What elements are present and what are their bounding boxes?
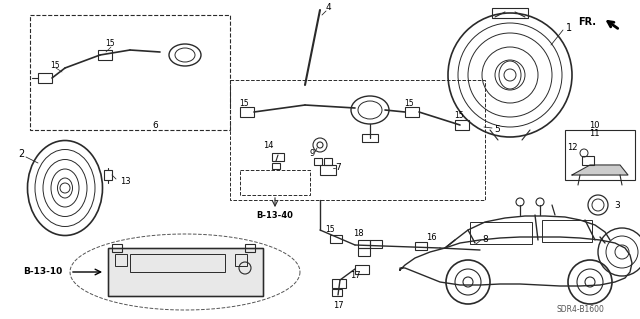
Text: 2: 2 — [18, 149, 24, 159]
Bar — [370, 240, 382, 248]
Bar — [245, 244, 255, 252]
Polygon shape — [572, 165, 628, 175]
Bar — [38, 73, 52, 83]
Text: 15: 15 — [105, 40, 115, 48]
Text: 1: 1 — [566, 23, 572, 33]
Bar — [108, 248, 263, 296]
Text: 16: 16 — [426, 234, 436, 242]
Text: 10: 10 — [589, 121, 599, 130]
Text: 14: 14 — [263, 140, 273, 150]
Bar — [455, 120, 469, 130]
Text: 11: 11 — [589, 129, 599, 137]
Bar — [230, 80, 485, 200]
Bar — [112, 244, 122, 252]
Text: 17: 17 — [333, 300, 343, 309]
Bar — [30, 15, 230, 130]
Text: 3: 3 — [614, 201, 620, 210]
Bar — [470, 222, 532, 244]
Text: FR.: FR. — [578, 17, 596, 27]
Text: 5: 5 — [494, 125, 500, 135]
Bar — [98, 50, 112, 60]
Bar — [358, 240, 370, 248]
Text: 8: 8 — [482, 235, 488, 244]
Text: 18: 18 — [353, 229, 364, 239]
Text: 4: 4 — [325, 4, 331, 12]
Text: 15: 15 — [454, 112, 463, 121]
Bar — [582, 156, 594, 165]
Text: 9: 9 — [309, 149, 315, 158]
Text: 15: 15 — [50, 61, 60, 70]
Bar — [272, 153, 284, 161]
Bar — [108, 248, 263, 296]
Bar — [415, 242, 427, 250]
Text: 17: 17 — [349, 271, 360, 279]
Text: 12: 12 — [567, 144, 577, 152]
Text: 13: 13 — [120, 177, 131, 187]
Text: B-13-40: B-13-40 — [257, 211, 293, 219]
Bar — [320, 165, 336, 175]
Bar — [130, 254, 225, 272]
Text: B-13-10: B-13-10 — [23, 268, 62, 277]
Text: 15: 15 — [239, 99, 248, 108]
Bar — [115, 254, 127, 266]
Text: 6: 6 — [152, 121, 158, 130]
Bar — [332, 289, 342, 296]
Bar — [362, 134, 378, 142]
Bar — [240, 107, 254, 117]
Text: SDR4-B1600: SDR4-B1600 — [556, 306, 604, 315]
Bar — [492, 8, 528, 18]
Bar — [330, 235, 342, 243]
Bar — [405, 107, 419, 117]
Bar — [332, 279, 346, 288]
Bar — [104, 170, 112, 180]
Bar — [240, 170, 310, 195]
Bar — [355, 265, 369, 274]
Bar — [542, 220, 592, 242]
Bar — [324, 158, 332, 165]
Bar — [565, 130, 635, 180]
Bar — [358, 248, 370, 256]
Bar — [314, 158, 322, 165]
Text: 15: 15 — [325, 225, 335, 234]
Text: 15: 15 — [404, 99, 413, 108]
Bar — [272, 163, 280, 169]
Bar — [235, 254, 247, 266]
Text: 7: 7 — [335, 164, 341, 173]
